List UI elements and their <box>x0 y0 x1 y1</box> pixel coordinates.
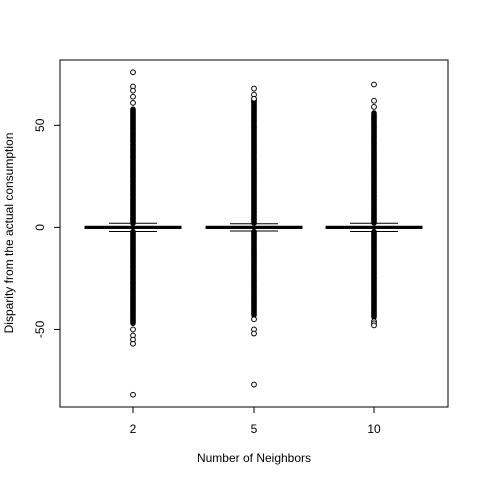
outlier-point <box>371 322 377 329</box>
y-axis-title: Disparity from the actual consumption <box>2 133 16 334</box>
outlier-point <box>371 104 377 110</box>
outlier-point <box>130 391 136 398</box>
outlier-point <box>130 93 136 100</box>
x-tick-label: 10 <box>367 422 381 436</box>
outlier-point <box>251 330 257 337</box>
outlier-point <box>371 97 377 104</box>
plot-marks <box>84 69 423 398</box>
x-tick-label: 2 <box>130 422 137 436</box>
outlier-point <box>130 69 136 76</box>
outlier-point <box>130 87 136 94</box>
outlier-point <box>130 106 136 112</box>
outlier-point <box>130 340 136 347</box>
outlier-point <box>130 99 136 106</box>
y-tick-label: -50 <box>33 320 47 338</box>
y-tick-label: 50 <box>33 118 47 132</box>
box-2 <box>84 69 182 398</box>
outlier-point <box>251 316 257 323</box>
x-axis-title: Number of Neighbors <box>197 451 311 465</box>
box-5 <box>205 85 303 388</box>
outlier-point <box>251 381 257 388</box>
x-tick-label: 5 <box>251 422 258 436</box>
outlier-point <box>251 95 257 102</box>
outlier-point <box>130 326 136 333</box>
y-tick-label: 0 <box>33 224 47 231</box>
axes: 2 5 10 -50 0 50 <box>33 118 381 436</box>
outlier-point <box>371 110 377 116</box>
outlier-point <box>371 81 377 88</box>
box-10 <box>325 81 423 329</box>
outlier-point <box>251 85 257 92</box>
